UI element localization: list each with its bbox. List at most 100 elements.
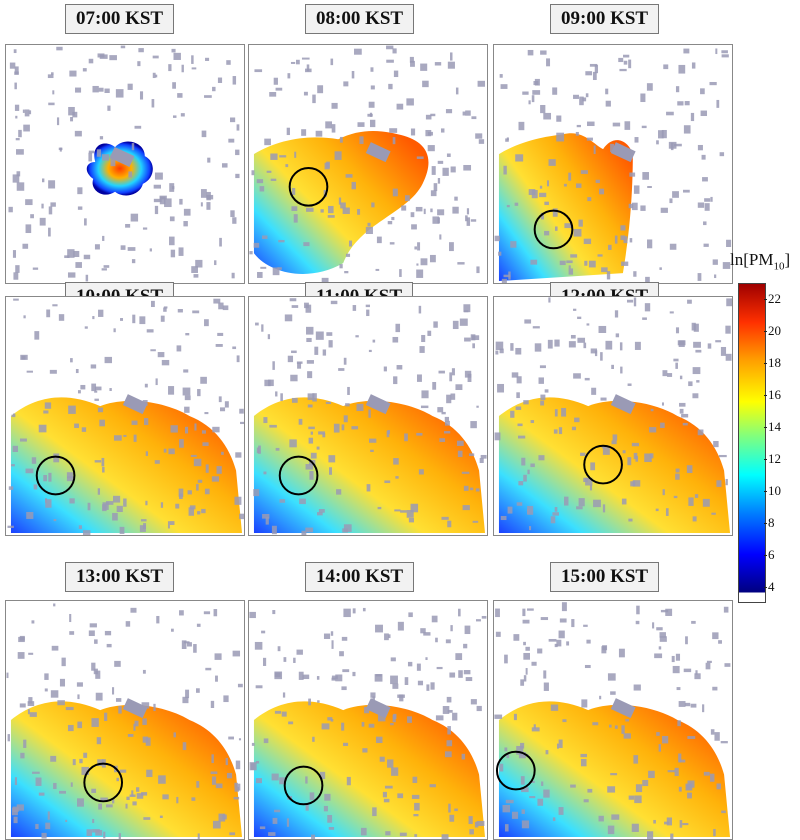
building: [702, 498, 710, 507]
building: [158, 775, 166, 784]
building: [406, 98, 414, 106]
building: [18, 129, 22, 138]
building: [343, 742, 349, 746]
building: [393, 458, 399, 465]
building: [307, 371, 313, 379]
building: [336, 489, 342, 495]
building: [523, 400, 529, 405]
monitoring-site-circle: [495, 750, 536, 791]
building: [53, 453, 60, 463]
building: [678, 64, 686, 74]
building: [339, 651, 344, 657]
building: [475, 133, 483, 139]
building: [12, 174, 20, 183]
building: [163, 307, 167, 312]
building: [151, 99, 155, 108]
building: [28, 652, 34, 655]
building: [469, 829, 474, 835]
building: [173, 52, 181, 60]
building: [140, 519, 147, 522]
building: [506, 754, 510, 759]
building: [692, 367, 701, 375]
building: [520, 679, 525, 686]
building: [331, 675, 338, 680]
building: [724, 663, 731, 667]
building: [673, 143, 682, 147]
building: [614, 310, 619, 318]
building: [306, 326, 314, 335]
building: [386, 430, 390, 438]
building: [184, 395, 191, 401]
building: [684, 101, 690, 106]
building: [437, 177, 441, 184]
building: [25, 468, 34, 474]
building: [45, 822, 51, 830]
building: [463, 485, 469, 491]
building: [334, 151, 342, 160]
building: [654, 653, 663, 659]
building: [558, 630, 565, 639]
building: [44, 673, 49, 680]
building: [566, 641, 570, 646]
building: [207, 157, 211, 163]
building: [633, 684, 641, 691]
building: [69, 631, 75, 635]
building: [590, 348, 598, 354]
building: [268, 832, 276, 836]
building: [404, 195, 410, 202]
building: [127, 247, 136, 251]
building: [95, 670, 101, 679]
building: [50, 755, 57, 762]
building: [621, 498, 627, 505]
building: [675, 468, 680, 473]
building: [416, 156, 424, 159]
building: [11, 464, 15, 467]
building: [439, 438, 446, 442]
building: [224, 401, 229, 408]
building: [644, 453, 652, 463]
building: [346, 776, 351, 786]
building: [382, 791, 387, 798]
building: [522, 608, 526, 617]
building: [533, 724, 536, 729]
building: [298, 418, 303, 425]
building: [98, 309, 104, 317]
building: [518, 121, 525, 131]
concentration-map-panel: [5, 44, 245, 284]
building: [725, 478, 728, 486]
building: [715, 340, 722, 343]
building: [49, 369, 57, 374]
building: [716, 783, 721, 790]
building: [389, 242, 395, 245]
building: [610, 143, 615, 153]
building: [683, 668, 692, 673]
building: [618, 57, 624, 63]
building: [593, 499, 601, 508]
building: [84, 218, 87, 226]
building: [556, 132, 565, 142]
building: [341, 686, 347, 691]
building: [656, 627, 663, 631]
building: [48, 227, 51, 237]
building: [463, 643, 468, 649]
building: [193, 274, 199, 278]
building: [437, 407, 444, 413]
building: [455, 384, 463, 391]
building: [118, 833, 121, 839]
building: [391, 216, 395, 221]
building: [92, 85, 99, 93]
building: [16, 149, 24, 155]
building: [13, 272, 19, 280]
building: [531, 661, 537, 666]
building: [383, 366, 387, 372]
building: [331, 677, 336, 681]
building: [472, 520, 479, 523]
building: [599, 695, 602, 700]
building: [265, 516, 269, 525]
building: [623, 60, 628, 65]
building: [423, 208, 426, 215]
building: [343, 608, 351, 618]
building: [586, 137, 593, 141]
building: [543, 789, 550, 798]
building: [370, 692, 376, 698]
